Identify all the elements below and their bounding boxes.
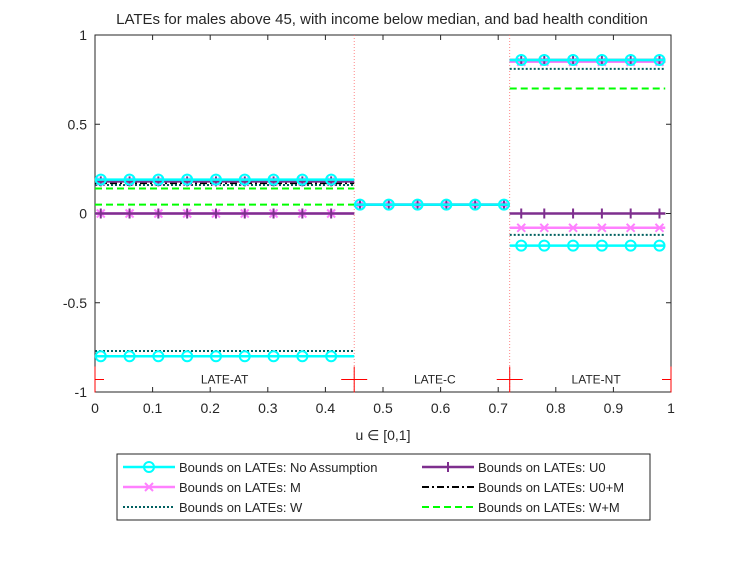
data-point (267, 173, 280, 186)
data-point (538, 239, 551, 252)
legend-label: Bounds on LATEs: U0+M (478, 480, 624, 495)
data-point (353, 198, 366, 211)
data-point (595, 53, 608, 66)
data-point (516, 208, 527, 219)
x-tick-label: 0.8 (546, 400, 566, 416)
data-point (152, 173, 165, 186)
data-point (209, 173, 222, 186)
data-point (267, 350, 280, 363)
legend-label: Bounds on LATEs: No Assumption (179, 460, 377, 475)
data-point (238, 173, 251, 186)
data-point (596, 208, 607, 219)
data-point (123, 350, 136, 363)
data-point (143, 461, 155, 473)
data-point (296, 350, 309, 363)
data-point (181, 173, 194, 186)
data-point (516, 223, 526, 233)
data-point (567, 239, 580, 252)
data-point (124, 208, 135, 219)
data-point (497, 198, 510, 211)
y-tick-label: -1 (75, 384, 88, 400)
x-tick-label: 1 (667, 400, 675, 416)
y-tick-label: -0.5 (63, 295, 87, 311)
data-point (94, 173, 107, 186)
chart-title: LATEs for males above 45, with income be… (116, 11, 648, 28)
data-point (411, 198, 424, 211)
data-point (296, 173, 309, 186)
data-point (538, 53, 551, 66)
data-point (181, 350, 194, 363)
data-point (382, 198, 395, 211)
data-point (539, 223, 549, 233)
legend-label: Bounds on LATEs: U0 (478, 460, 606, 475)
x-axis-label: u ∈ [0,1] (355, 427, 410, 443)
data-point (94, 350, 107, 363)
series-0 (94, 53, 666, 363)
x-tick-label: 0.5 (373, 400, 393, 416)
data-point (597, 223, 607, 233)
x-tick-label: 0.2 (200, 400, 220, 416)
y-tick-label: 1 (79, 27, 87, 43)
data-point (595, 239, 608, 252)
data-point (153, 208, 164, 219)
legend-label: Bounds on LATEs: W+M (478, 500, 620, 515)
y-tick-label: 0.5 (68, 116, 88, 132)
x-tick-label: 0.4 (316, 400, 336, 416)
data-point (515, 239, 528, 252)
x-tick-label: 0.9 (604, 400, 624, 416)
data-point (297, 208, 308, 219)
data-point (515, 53, 528, 66)
data-point (95, 208, 106, 219)
x-tick-label: 0 (91, 400, 99, 416)
data-point (568, 208, 579, 219)
data-point (654, 208, 665, 219)
data-point (325, 350, 338, 363)
data-point (182, 208, 193, 219)
data-point (144, 482, 154, 492)
legend-label: Bounds on LATEs: W (179, 500, 303, 515)
data-point (443, 462, 453, 472)
data-point (440, 198, 453, 211)
region-label: LATE-NT (572, 373, 622, 387)
data-point (654, 223, 665, 233)
data-point (539, 208, 550, 219)
data-point (469, 198, 482, 211)
data-point (624, 239, 637, 252)
data-point (567, 53, 580, 66)
data-point (326, 208, 337, 219)
data-point (123, 173, 136, 186)
data-point (653, 239, 666, 252)
region-label: LATE-C (414, 373, 456, 387)
data-point (239, 208, 250, 219)
data-point (568, 223, 578, 233)
x-tick-label: 0.6 (431, 400, 451, 416)
x-tick-label: 0.3 (258, 400, 278, 416)
data-point (152, 350, 165, 363)
data-point (268, 208, 279, 219)
region-label: LATE-AT (201, 373, 249, 387)
data-point (625, 223, 636, 233)
y-tick-label: 0 (79, 206, 87, 222)
data-point (209, 350, 222, 363)
data-point (624, 53, 637, 66)
data-point (325, 173, 338, 186)
data-point (210, 208, 221, 219)
legend-label: Bounds on LATEs: M (179, 480, 301, 495)
x-tick-label: 0.1 (143, 400, 163, 416)
data-point (238, 350, 251, 363)
data-point (625, 208, 636, 219)
data-point (653, 53, 666, 66)
x-tick-label: 0.7 (488, 400, 508, 416)
legend-box (116, 453, 651, 521)
